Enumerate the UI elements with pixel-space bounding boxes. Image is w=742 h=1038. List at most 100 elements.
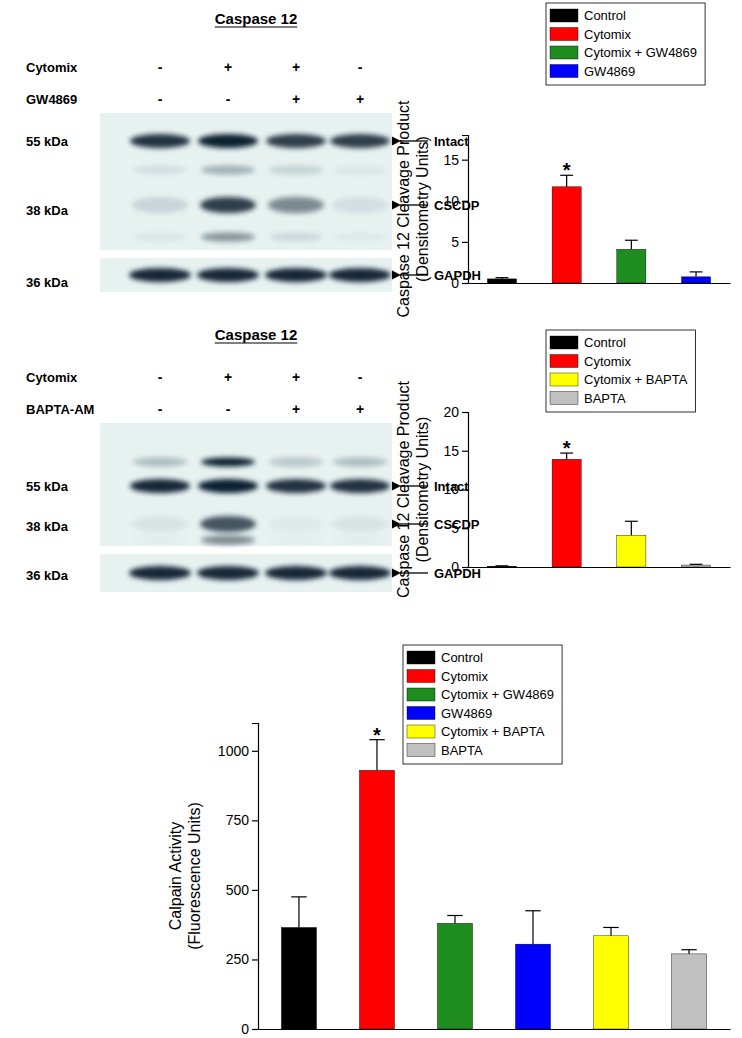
legend-swatch bbox=[407, 670, 435, 683]
marker-size: 55 kDa bbox=[26, 134, 69, 149]
error-stem bbox=[298, 897, 299, 928]
error-bar bbox=[447, 916, 462, 924]
band bbox=[129, 566, 191, 580]
blot-membrane bbox=[100, 113, 392, 250]
band bbox=[329, 268, 391, 282]
tick-label: 15 bbox=[443, 152, 459, 168]
legend-swatch bbox=[550, 392, 578, 405]
error-cap bbox=[447, 915, 462, 916]
tick-label: 5 bbox=[451, 520, 459, 536]
tick-label: 0 bbox=[241, 1021, 249, 1037]
bands bbox=[129, 134, 391, 282]
legend-label: BAPTA bbox=[441, 743, 483, 758]
band bbox=[133, 536, 187, 545]
y-tick: 10 bbox=[443, 481, 468, 497]
tick-mark bbox=[252, 959, 258, 960]
band bbox=[133, 166, 187, 175]
legend-label: Cytomix + GW4869 bbox=[584, 45, 697, 60]
legend-swatch bbox=[550, 336, 578, 349]
legend-swatch bbox=[550, 9, 578, 22]
treatment-sign: + bbox=[356, 401, 364, 417]
band bbox=[265, 566, 327, 580]
bar bbox=[487, 566, 516, 567]
y-tick: 250 bbox=[226, 951, 258, 967]
legend-box bbox=[546, 330, 695, 412]
tick-mark bbox=[252, 751, 258, 752]
y-label: Calpain Activity bbox=[167, 822, 184, 931]
treatment-sign: + bbox=[356, 91, 364, 107]
band bbox=[333, 233, 387, 242]
axis-line bbox=[252, 724, 259, 1030]
band bbox=[329, 566, 391, 580]
tick-mark bbox=[462, 242, 468, 243]
axis-line bbox=[469, 567, 731, 568]
error-cap bbox=[603, 927, 618, 928]
bar bbox=[552, 459, 581, 567]
tick-label: 5 bbox=[451, 234, 459, 250]
band bbox=[266, 479, 326, 493]
legend-label: Cytomix + GW4869 bbox=[441, 687, 554, 702]
error-bar bbox=[690, 272, 703, 277]
tick-label: 20 bbox=[443, 404, 459, 420]
band bbox=[333, 458, 387, 467]
tick-label: 0 bbox=[451, 559, 459, 575]
legend-label: Cytomix + BAPTA bbox=[441, 724, 545, 739]
western-blot: Caspase 12Cytomix-++-BAPTA-AM--++55 kDaI… bbox=[26, 326, 481, 592]
band bbox=[265, 268, 327, 282]
tick-mark bbox=[252, 890, 258, 891]
treatment-sign: - bbox=[358, 59, 363, 75]
x-axis bbox=[259, 1029, 731, 1031]
treatment-label: Cytomix bbox=[26, 370, 78, 385]
blot-title: Caspase 12 bbox=[215, 326, 298, 343]
treatment-sign: - bbox=[358, 369, 363, 385]
band bbox=[330, 479, 390, 493]
y-axis: 0 5 10 15 20 bbox=[443, 404, 468, 575]
band bbox=[201, 233, 255, 242]
treatment-label: BAPTA-AM bbox=[26, 402, 94, 417]
legend-label: Cytomix bbox=[584, 354, 631, 369]
title-underline bbox=[215, 342, 298, 343]
band bbox=[197, 566, 259, 580]
legend-swatch bbox=[550, 373, 578, 386]
error-cap bbox=[690, 564, 703, 565]
bar bbox=[671, 954, 706, 1029]
tick-label: 15 bbox=[443, 443, 459, 459]
y-tick: 5 bbox=[451, 234, 468, 250]
bar bbox=[617, 535, 646, 567]
treatment-sign: + bbox=[292, 369, 300, 385]
y-label: Caspase 12 Cleavage Product bbox=[395, 380, 412, 598]
axis-line bbox=[259, 1029, 731, 1030]
tick-mark bbox=[462, 283, 468, 284]
error-bar bbox=[603, 927, 618, 935]
bar-chart: 05101520Caspase 12 Cleavage Product(Dens… bbox=[395, 330, 731, 598]
legend-label: BAPTA bbox=[584, 391, 626, 406]
legend: ControlCytomixCytomix + BAPTABAPTA bbox=[546, 330, 695, 412]
blot-membrane bbox=[100, 258, 392, 292]
y-label-group: Calpain Activity(Fluorescence Units) bbox=[167, 802, 203, 950]
band bbox=[269, 458, 323, 467]
treatment-sign: + bbox=[292, 401, 300, 417]
treatment-label: Cytomix bbox=[26, 60, 78, 75]
y-tick: 0 bbox=[241, 1021, 258, 1037]
y-tick: 15 bbox=[443, 443, 468, 459]
band bbox=[201, 536, 255, 545]
marker-size: 38 kDa bbox=[26, 203, 69, 218]
band bbox=[200, 516, 256, 532]
band bbox=[129, 268, 191, 282]
axis-line bbox=[462, 136, 469, 284]
bar bbox=[681, 565, 710, 567]
legend-label: Control bbox=[441, 650, 483, 665]
legend-swatch bbox=[407, 688, 435, 701]
marker-size: 38 kDa bbox=[26, 519, 69, 534]
treatment-label: GW4869 bbox=[26, 92, 77, 107]
error-stem bbox=[610, 927, 611, 935]
legend-swatch bbox=[550, 28, 578, 41]
axis-line bbox=[462, 413, 469, 568]
tick-mark bbox=[462, 160, 468, 161]
legend-label: Cytomix bbox=[441, 669, 488, 684]
legend-swatch bbox=[550, 46, 578, 59]
band bbox=[198, 479, 258, 493]
band bbox=[133, 458, 187, 467]
y-tick: 20 bbox=[443, 404, 468, 420]
tick-mark bbox=[462, 201, 468, 202]
